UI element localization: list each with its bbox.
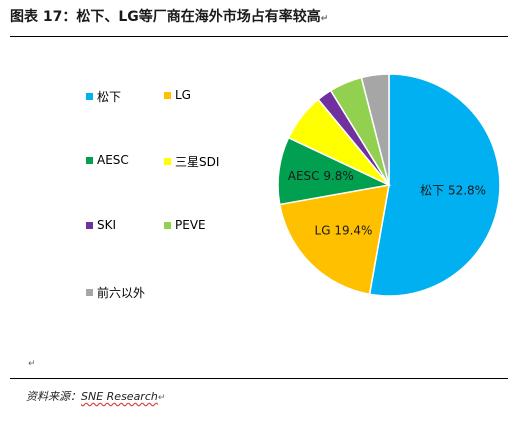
bottom-rule [10, 378, 508, 379]
legend-item-ski: SKI [86, 218, 116, 232]
pie-slice-1 [278, 184, 390, 296]
top-rule [10, 36, 508, 37]
legend-swatch [164, 221, 171, 229]
legend-item-panasonic: 松下 [86, 88, 121, 105]
source-name: SNE Research [81, 390, 158, 403]
legend-swatch [164, 91, 171, 99]
source-note: 资料来源：SNE Research↵ [26, 390, 166, 403]
legend-item-lg: LG [164, 88, 191, 102]
legend-item-aesc: AESC [86, 153, 129, 167]
legend-swatch [86, 93, 93, 100]
pie-data-label-2: AESC 9.8% [288, 169, 354, 183]
figure-title: 图表 17：松下、LG等厂商在海外市场占有率较高↵ [10, 9, 329, 25]
legend-swatch [86, 221, 93, 229]
legend-item-samsung-sdi: 三星SDI [164, 153, 219, 170]
legend-swatch [86, 289, 93, 296]
pie-slice-6 [360, 73, 390, 186]
pie-data-label-0: 松下 52.8% [420, 184, 486, 198]
pie-slice-0 [368, 73, 501, 297]
legend-swatch [164, 158, 171, 165]
paragraph-mark: ↵ [28, 359, 36, 369]
pie-data-label-1: LG 19.4% [315, 224, 373, 238]
legend-swatch [86, 156, 93, 164]
legend-item-peve: PEVE [164, 218, 206, 232]
legend-item-others: 前六以外 [86, 284, 145, 301]
